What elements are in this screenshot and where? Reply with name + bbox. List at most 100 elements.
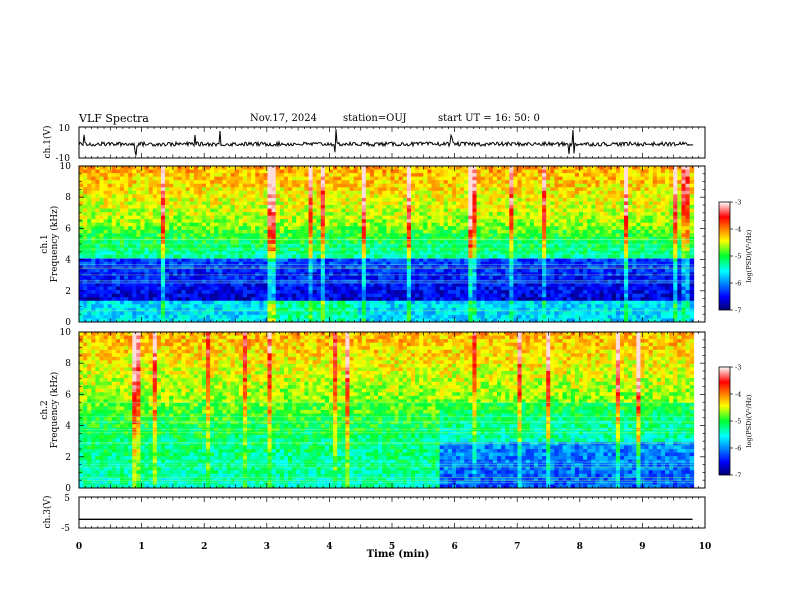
spectrogram-cell xyxy=(189,290,195,295)
spectrogram-cell xyxy=(242,197,248,202)
spectrogram-cell xyxy=(87,173,92,178)
spectrogram-cell xyxy=(312,304,318,309)
spectrogram-cell xyxy=(95,208,100,213)
spectrogram-cell xyxy=(447,247,453,252)
spectrogram-cell xyxy=(230,261,236,266)
spectrogram-cell xyxy=(349,208,354,213)
spectrogram-cell xyxy=(464,290,469,295)
spectrogram-cell xyxy=(160,268,166,273)
spectrogram-cell xyxy=(390,219,395,224)
spectrogram-cell xyxy=(488,180,494,185)
spectrogram-cell xyxy=(115,261,121,266)
spectrogram-cell xyxy=(419,247,424,252)
spectrogram-cell xyxy=(435,173,441,178)
spectrogram-cell xyxy=(275,226,281,231)
spectrogram-cell xyxy=(378,236,383,241)
spectrogram-cell xyxy=(349,247,354,252)
spectrogram-cell xyxy=(234,183,240,188)
spectrogram-cell xyxy=(423,197,428,202)
spectrogram-cell xyxy=(288,173,293,178)
spectrogram-cell xyxy=(83,233,88,238)
spectrogram-cell xyxy=(91,190,96,195)
spectrogram-cell xyxy=(410,205,416,209)
spectrogram-cell xyxy=(419,254,424,259)
spectrogram-cell xyxy=(328,219,334,224)
spectrogram-cell xyxy=(238,219,244,224)
spectrogram-cell xyxy=(513,194,518,199)
spectrogram-cell xyxy=(386,258,391,263)
spectrogram-cell xyxy=(222,304,227,309)
spectrogram-cell xyxy=(410,261,416,266)
spectrogram-cell xyxy=(410,247,416,252)
spectrogram-cell xyxy=(509,279,514,284)
spectrogram-cell xyxy=(263,166,268,170)
spectrogram-cell xyxy=(324,283,330,287)
spectrogram-cell xyxy=(238,279,244,284)
spectrogram-cell xyxy=(160,236,166,241)
spectrogram-cell xyxy=(83,272,88,277)
spectrogram-cell xyxy=(124,314,129,319)
spectrogram-cell xyxy=(378,268,383,273)
spectrogram-cell xyxy=(160,311,166,316)
spectrogram-cell xyxy=(435,176,441,181)
spectrogram-cell xyxy=(304,275,309,280)
spectrogram-cell xyxy=(497,205,502,209)
spectrogram-cell xyxy=(312,219,318,224)
spectrogram-cell xyxy=(308,279,313,284)
spectrogram-cell xyxy=(423,215,428,220)
spectrogram-cell xyxy=(365,293,371,298)
spectrogram-cell xyxy=(328,205,334,209)
spectrogram-cell xyxy=(480,251,486,256)
spectrogram-cell xyxy=(132,261,137,266)
spectrogram-cell xyxy=(148,258,154,263)
spectrogram-cell xyxy=(251,279,256,284)
spectrogram-cell xyxy=(505,194,510,199)
spectrogram-cell xyxy=(349,183,354,188)
spectrogram-cell xyxy=(308,212,313,217)
spectrogram-cell xyxy=(480,290,486,295)
spectrogram-cell xyxy=(193,283,199,287)
spectrogram-cell xyxy=(124,247,129,252)
spectrogram-cell xyxy=(476,261,482,266)
spectrogram-cell xyxy=(189,176,195,181)
spectrogram-cell xyxy=(480,233,486,238)
spectrogram-cell xyxy=(517,318,523,323)
spectrogram-cell xyxy=(361,187,367,192)
spectrogram-cell xyxy=(451,194,457,199)
spectrogram-cell xyxy=(402,173,408,178)
spectrogram-cell xyxy=(292,283,297,287)
spectrogram-cell xyxy=(251,318,256,323)
spectrogram-cell xyxy=(234,251,240,256)
spectrogram-cell xyxy=(431,247,436,252)
spectrogram-cell xyxy=(415,272,420,277)
spectrogram-cell xyxy=(99,293,104,298)
spectrogram-cell xyxy=(111,279,117,284)
spectrogram-cell xyxy=(95,229,100,234)
spectrogram-cell xyxy=(464,226,469,231)
spectrogram-cell xyxy=(456,183,461,188)
spectrogram-cell xyxy=(201,286,207,291)
spectrogram-cell xyxy=(132,318,137,323)
spectrogram-cell xyxy=(267,251,273,256)
spectrogram-cell xyxy=(447,318,453,323)
spectrogram-cell xyxy=(267,226,273,231)
spectrogram-cell xyxy=(79,201,84,206)
spectrogram-cell xyxy=(169,304,174,309)
spectrogram-cell xyxy=(181,290,186,295)
spectrogram-cell xyxy=(210,180,215,185)
spectrogram-cell xyxy=(283,201,289,206)
spectrogram-cell xyxy=(185,261,191,266)
spectrogram-cell xyxy=(349,297,354,302)
spectrogram-cell xyxy=(382,219,387,224)
spectrogram-cell xyxy=(234,279,240,284)
spectrogram-cell xyxy=(365,297,371,302)
spectrogram-cell xyxy=(378,307,383,312)
spectrogram-cell xyxy=(456,166,461,170)
spectrogram-cell xyxy=(181,254,186,259)
spectrogram-cell xyxy=(447,190,453,195)
spectrogram-cell xyxy=(283,304,289,309)
spectrogram-cell xyxy=(423,183,428,188)
spectrogram-cell xyxy=(517,180,523,185)
spectrogram-cell xyxy=(79,197,84,202)
spectrogram-cell xyxy=(115,279,121,284)
